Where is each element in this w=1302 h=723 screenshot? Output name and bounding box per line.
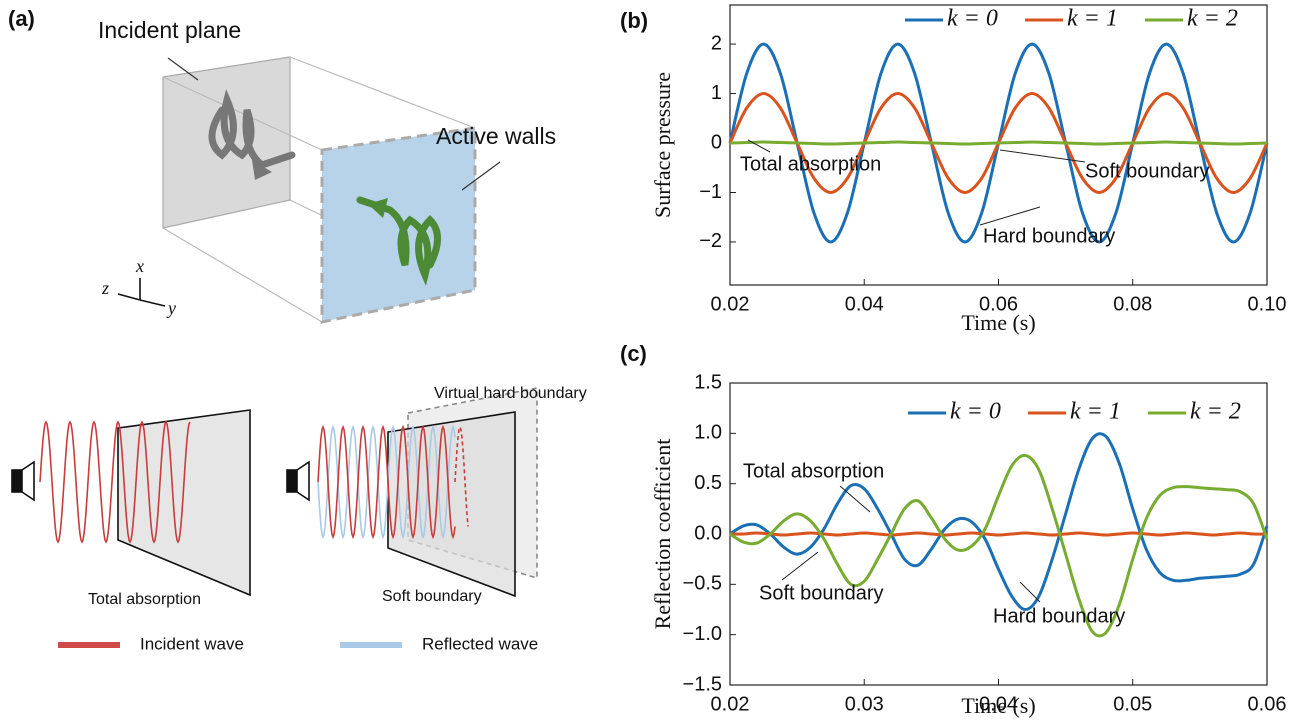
y-axis-label: Reflection coefficient <box>650 439 675 630</box>
label: Active walls <box>436 123 556 149</box>
wave <box>39 420 191 544</box>
y-tick-label: 1 <box>711 82 722 104</box>
legend-label: k = 0 <box>950 399 1001 425</box>
legend-label: k = 0 <box>947 6 998 32</box>
x-tick-label: 0.02 <box>711 293 750 315</box>
annotation: Total absorption <box>740 153 881 175</box>
waves <box>39 420 469 544</box>
x-axis-label: Time (s) <box>961 693 1035 718</box>
label: Total absorption <box>88 591 201 608</box>
series-line <box>729 140 1268 146</box>
x-tick-label: 0.04 <box>979 693 1018 715</box>
panel-label: (c) <box>620 341 647 366</box>
duct-diagram <box>117 56 501 324</box>
x-tick-label: 0.02 <box>711 693 750 715</box>
annotation-leader <box>999 149 1086 163</box>
axis-label: y <box>166 298 176 318</box>
y-tick-label: 2 <box>711 32 722 54</box>
y-tick-label: −1.5 <box>683 673 722 695</box>
reflected-wave-arrow <box>356 196 441 286</box>
wave <box>317 424 456 540</box>
legend-label: k = 2 <box>1190 399 1241 425</box>
edge <box>289 56 476 129</box>
panel-total <box>117 409 251 597</box>
label: Soft boundary <box>382 588 482 605</box>
x-tick-label: 0.05 <box>1113 693 1152 715</box>
legend-label: k = 1 <box>1067 6 1118 32</box>
axes-triad <box>117 278 166 307</box>
annotation: Soft boundary <box>1085 160 1210 182</box>
series-line <box>729 453 1269 638</box>
wave <box>317 424 456 540</box>
y-tick-label: −1 <box>699 181 722 203</box>
boundary-schematic <box>11 387 538 598</box>
annotation-leader <box>781 551 819 581</box>
legend-label: k = 1 <box>1070 399 1121 425</box>
label: Incident plane <box>98 17 241 43</box>
speaker <box>296 460 310 502</box>
x-tick-label: 0.06 <box>979 293 1018 315</box>
leader-line <box>461 161 501 191</box>
y-tick-label: 0.5 <box>694 472 722 494</box>
annotation-leader <box>979 206 1041 226</box>
x-tick-label: 0.06 <box>1248 693 1287 715</box>
x-tick-label: 0.03 <box>845 693 884 715</box>
x-tick-label: 0.04 <box>845 293 884 315</box>
axis-label: x <box>135 256 144 276</box>
edge <box>162 76 323 151</box>
y-tick-label: 0.0 <box>694 522 722 544</box>
annotation: Hard boundary <box>983 225 1115 247</box>
x-axis-label: Time (s) <box>961 310 1035 335</box>
panel-label: (b) <box>620 8 648 33</box>
annotation-leader <box>1019 581 1041 603</box>
annotation: Hard boundary <box>993 605 1125 627</box>
annotation: Soft boundary <box>759 582 884 604</box>
x-tick-label: 0.10 <box>1248 293 1287 315</box>
series-line <box>729 531 1268 537</box>
label: Virtual hard boundary <box>434 385 587 402</box>
speaker <box>11 469 23 493</box>
y-tick-label: −1.0 <box>683 623 722 645</box>
y-tick-label: −2 <box>699 230 722 252</box>
speaker <box>286 469 298 493</box>
annotation-leader <box>839 485 871 513</box>
legend-label: Reflected wave <box>422 634 538 653</box>
x-tick-label: 0.08 <box>1113 293 1152 315</box>
legend-label: Incident wave <box>140 634 244 653</box>
y-tick-label: 1.5 <box>694 371 722 393</box>
incident-wave-arrow <box>208 89 296 169</box>
annotation-leader <box>747 139 771 153</box>
axis-label: z <box>101 278 109 298</box>
arrow-head <box>252 160 272 180</box>
edge <box>162 227 323 323</box>
y-tick-label: 1.0 <box>694 422 722 444</box>
annotation: Total absorption <box>743 460 884 482</box>
speaker <box>21 460 35 502</box>
arrow-head <box>368 198 388 218</box>
y-tick-label: 0 <box>711 131 722 153</box>
panel-label: (a) <box>8 6 35 31</box>
y-axis-label: Surface pressure <box>650 72 675 218</box>
y-tick-label: −0.5 <box>683 573 722 595</box>
legend-label: k = 2 <box>1187 6 1238 32</box>
leader-line <box>167 57 199 81</box>
